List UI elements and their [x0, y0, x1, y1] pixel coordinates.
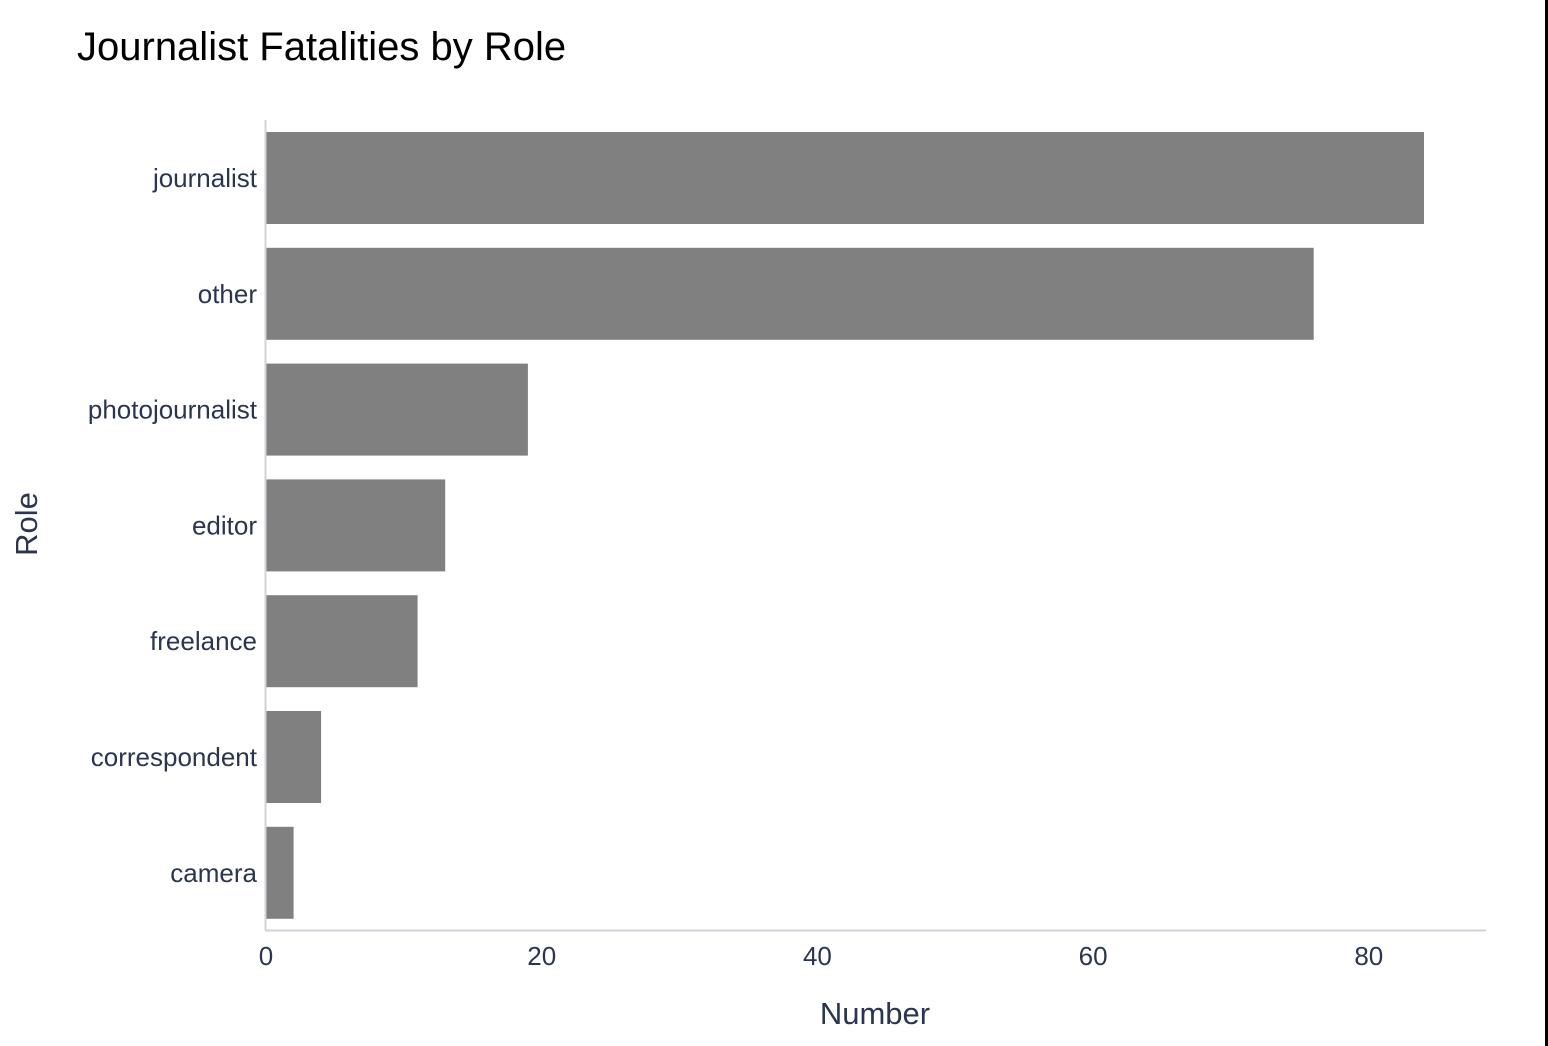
x-tick-label-0: 0	[259, 941, 273, 971]
y-tick-label-correspondent: correspondent	[91, 742, 258, 772]
bar-journalist	[266, 132, 1424, 224]
window-edge	[1545, 0, 1548, 1046]
bar-correspondent	[266, 711, 322, 803]
y-tick-label-freelance: freelance	[150, 626, 257, 656]
x-tick-label-80: 80	[1354, 941, 1383, 971]
chart-title: Journalist Fatalities by Role	[77, 25, 566, 69]
x-tick-label-40: 40	[803, 941, 832, 971]
y-tick-label-editor: editor	[192, 510, 257, 540]
y-tick-label-journalist: journalist	[152, 163, 258, 193]
x-tick-label-20: 20	[527, 941, 556, 971]
y-tick-label-photojournalist: photojournalist	[88, 395, 258, 425]
x-axis-title: Number	[820, 996, 930, 1031]
bar-other	[266, 247, 1314, 340]
x-tick-label-60: 60	[1079, 941, 1108, 971]
x-tick-labels: 0 20 40 60 80	[259, 941, 1383, 971]
y-tick-labels: journalist other photojournalist editor free…	[88, 163, 258, 888]
bars-layer	[266, 132, 1424, 919]
bar-freelance	[266, 595, 418, 688]
y-tick-label-camera: camera	[170, 858, 257, 888]
bar-editor	[266, 479, 446, 572]
bar-camera	[266, 826, 294, 919]
y-axis-title: Role	[9, 492, 44, 556]
bar-photojournalist	[266, 363, 528, 456]
y-tick-label-other: other	[198, 279, 258, 309]
